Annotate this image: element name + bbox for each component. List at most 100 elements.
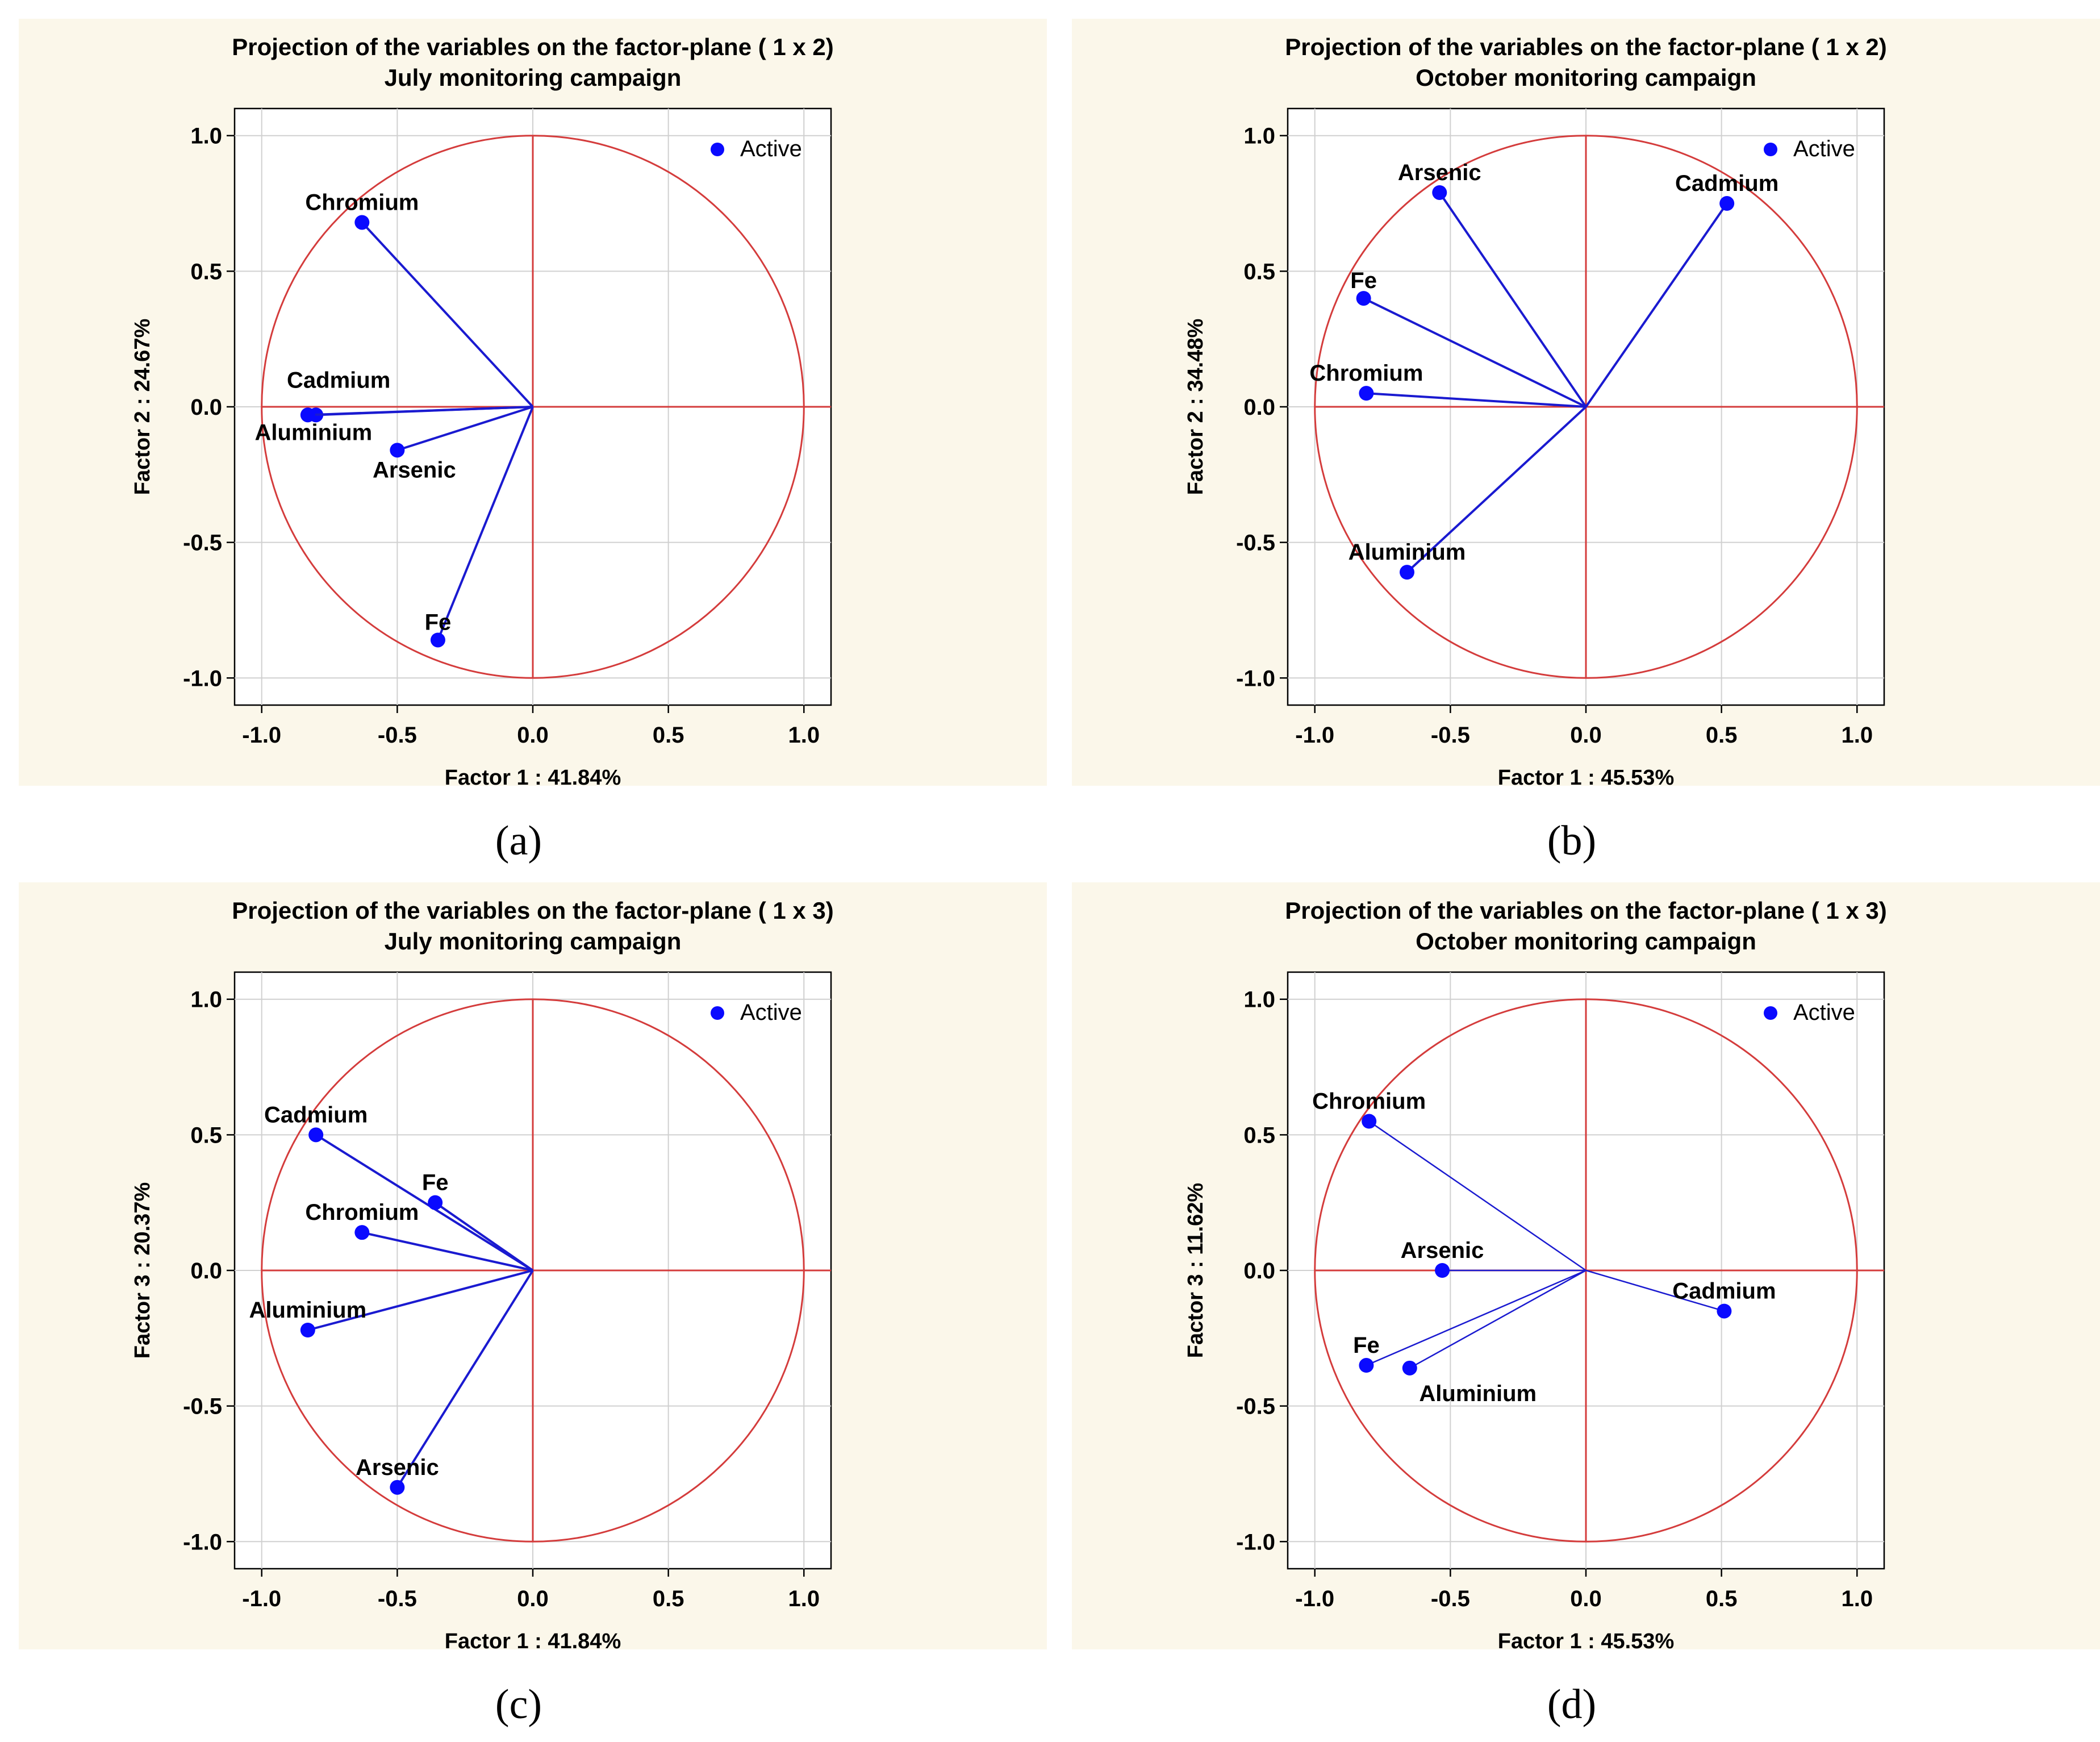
y-axis-label: Factor 2 : 34.48%: [1184, 319, 1208, 495]
loading-vector: [1438, 191, 1587, 408]
loading-vector: [307, 1269, 533, 1331]
point-label: Arsenic: [1398, 160, 1481, 185]
x-tick-label: 0.5: [1706, 723, 1738, 748]
loading-vector: [1366, 392, 1587, 408]
loading-vector: [1366, 1269, 1587, 1366]
x-tick-label: 1.0: [1841, 723, 1873, 748]
data-point: [1362, 1114, 1377, 1129]
point-label: Arsenic: [1401, 1238, 1484, 1263]
chart-panel-c: Projection of the variables on the facto…: [19, 882, 1047, 1649]
loading-vector: [361, 222, 534, 408]
point-label: Fe: [422, 1170, 449, 1195]
data-point: [300, 1323, 315, 1337]
y-tick-label: 0.0: [190, 395, 222, 420]
data-point: [390, 443, 405, 458]
point-label: Fe: [425, 610, 452, 635]
chart-svg-a: Projection of the variables on the facto…: [131, 34, 834, 786]
point-label: Cadmium: [1672, 1279, 1776, 1304]
legend-marker: [1764, 143, 1777, 156]
point-label: Fe: [1350, 268, 1377, 293]
x-tick-label: -0.5: [1431, 723, 1470, 748]
y-tick-label: -0.5: [183, 1394, 222, 1419]
chart-svg-c: Projection of the variables on the facto…: [131, 897, 834, 1649]
loading-vector: [1363, 297, 1587, 408]
y-tick-label: -1.0: [1236, 1530, 1275, 1555]
loading-vector: [396, 1269, 534, 1488]
x-tick-label: -1.0: [1295, 1586, 1334, 1611]
data-point: [1359, 1358, 1374, 1373]
chart-subtitle: October monitoring campaign: [1416, 64, 1756, 91]
y-axis-label: Factor 2 : 24.67%: [131, 319, 155, 495]
x-tick-label: 0.5: [1706, 1586, 1738, 1611]
point-label: Cadmium: [287, 368, 390, 393]
legend-label: Active: [740, 1000, 802, 1025]
x-tick-label: 0.5: [653, 723, 684, 748]
point-label: Aluminium: [255, 420, 373, 445]
x-tick-label: 1.0: [788, 723, 820, 748]
y-axis-label: Factor 3 : 20.37%: [131, 1182, 155, 1358]
point-label: Fe: [1353, 1333, 1380, 1358]
x-tick-label: -0.5: [378, 723, 417, 748]
legend-marker: [711, 1006, 724, 1020]
y-tick-label: 0.5: [1243, 259, 1275, 284]
caption-d: (d): [1547, 1681, 1597, 1728]
chart-subtitle: July monitoring campaign: [385, 64, 682, 91]
caption-c: (c): [495, 1681, 542, 1728]
data-point: [308, 1127, 324, 1143]
data-point: [1356, 291, 1371, 306]
y-tick-label: -0.5: [1236, 531, 1275, 556]
data-point: [1400, 565, 1414, 580]
data-point: [1435, 1263, 1450, 1278]
y-tick-label: 0.5: [190, 1123, 222, 1148]
chart-svg-b: Projection of the variables on the facto…: [1184, 34, 1887, 786]
loading-vector: [1406, 406, 1587, 573]
point-label: Aluminium: [1419, 1381, 1537, 1406]
x-tick-label: -1.0: [242, 723, 281, 748]
x-axis-label: Factor 1 : 45.53%: [1498, 766, 1674, 786]
loading-vector: [315, 1133, 534, 1272]
data-point: [1719, 196, 1735, 211]
x-axis-label: Factor 1 : 41.84%: [445, 1630, 621, 1649]
y-tick-label: 0.0: [1243, 395, 1275, 420]
chart-panel-b: Projection of the variables on the facto…: [1072, 19, 2100, 786]
loading-vector: [1585, 1269, 1725, 1312]
y-tick-label: -1.0: [1236, 666, 1275, 691]
data-point: [430, 632, 445, 648]
data-point: [390, 1480, 405, 1495]
y-tick-label: 0.0: [190, 1258, 222, 1283]
point-label: Arsenic: [356, 1455, 439, 1480]
legend-label: Active: [1793, 1000, 1855, 1025]
y-tick-label: -1.0: [183, 1530, 222, 1555]
y-tick-label: 1.0: [1243, 987, 1275, 1012]
point-label: Arsenic: [373, 457, 456, 482]
point-label: Chromium: [1309, 361, 1423, 386]
point-label: Cadmium: [264, 1102, 368, 1127]
data-point: [300, 407, 315, 423]
point-label: Cadmium: [1675, 171, 1778, 196]
x-axis-label: Factor 1 : 41.84%: [445, 766, 621, 786]
y-tick-label: 1.0: [190, 987, 222, 1012]
chart-subtitle: July monitoring campaign: [385, 928, 682, 955]
x-tick-label: 0.0: [1570, 1586, 1602, 1611]
loading-vector: [307, 406, 533, 416]
x-tick-label: 1.0: [788, 1586, 820, 1611]
x-tick-label: 1.0: [1841, 1586, 1873, 1611]
y-tick-label: -0.5: [183, 531, 222, 556]
x-tick-label: -1.0: [242, 1586, 281, 1611]
chart-svg-d: Projection of the variables on the facto…: [1184, 897, 1887, 1649]
y-tick-label: 0.5: [1243, 1123, 1275, 1148]
data-point: [1359, 386, 1374, 401]
chart-title: Projection of the variables on the facto…: [1285, 897, 1887, 924]
loading-vector: [396, 406, 533, 452]
y-tick-label: -1.0: [183, 666, 222, 691]
loading-vector: [1409, 1269, 1587, 1369]
y-axis-label: Factor 3 : 11.62%: [1184, 1183, 1208, 1358]
legend-label: Active: [1793, 136, 1855, 161]
legend-marker: [711, 143, 724, 156]
data-point: [1402, 1360, 1417, 1376]
y-tick-label: 1.0: [1243, 124, 1275, 149]
legend-label: Active: [740, 136, 802, 161]
x-tick-label: -0.5: [378, 1586, 417, 1611]
point-label: Aluminium: [249, 1298, 367, 1323]
loading-vector: [1368, 1120, 1587, 1272]
